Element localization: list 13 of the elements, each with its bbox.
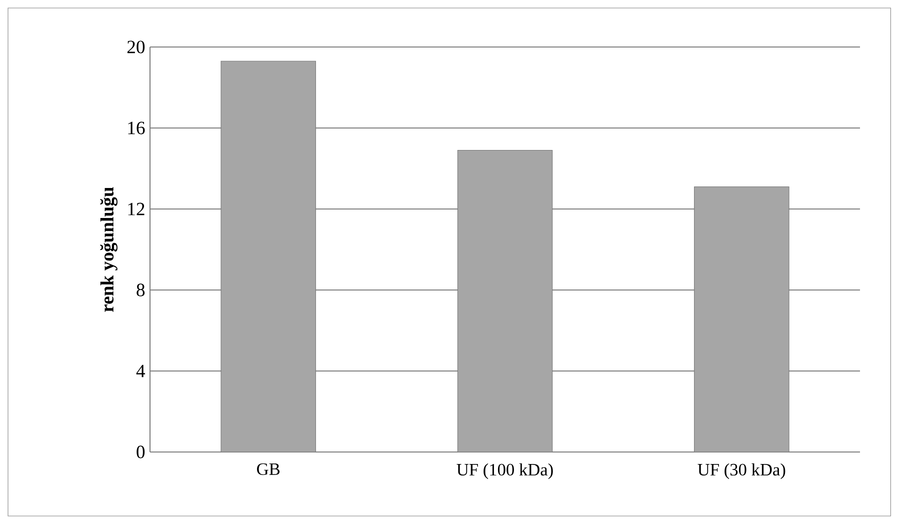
bar — [457, 150, 553, 452]
x-tick-label: UF (100 kDa) — [456, 463, 553, 480]
y-tick-label: 4 — [136, 364, 146, 378]
y-tick-label: 8 — [136, 284, 145, 296]
x-tick-label: UF (30 kDa) — [698, 463, 786, 480]
y-tick-label: 0 — [136, 446, 145, 458]
y-axis-title: renk yoğunluğu — [100, 187, 118, 312]
y-tick-label: 12 — [128, 202, 144, 216]
x-tick-label: GB — [257, 463, 280, 476]
y-tick-label: 16 — [128, 122, 145, 134]
bar — [694, 186, 790, 452]
y-tick-label: 20 — [127, 40, 145, 54]
bar — [220, 60, 316, 452]
